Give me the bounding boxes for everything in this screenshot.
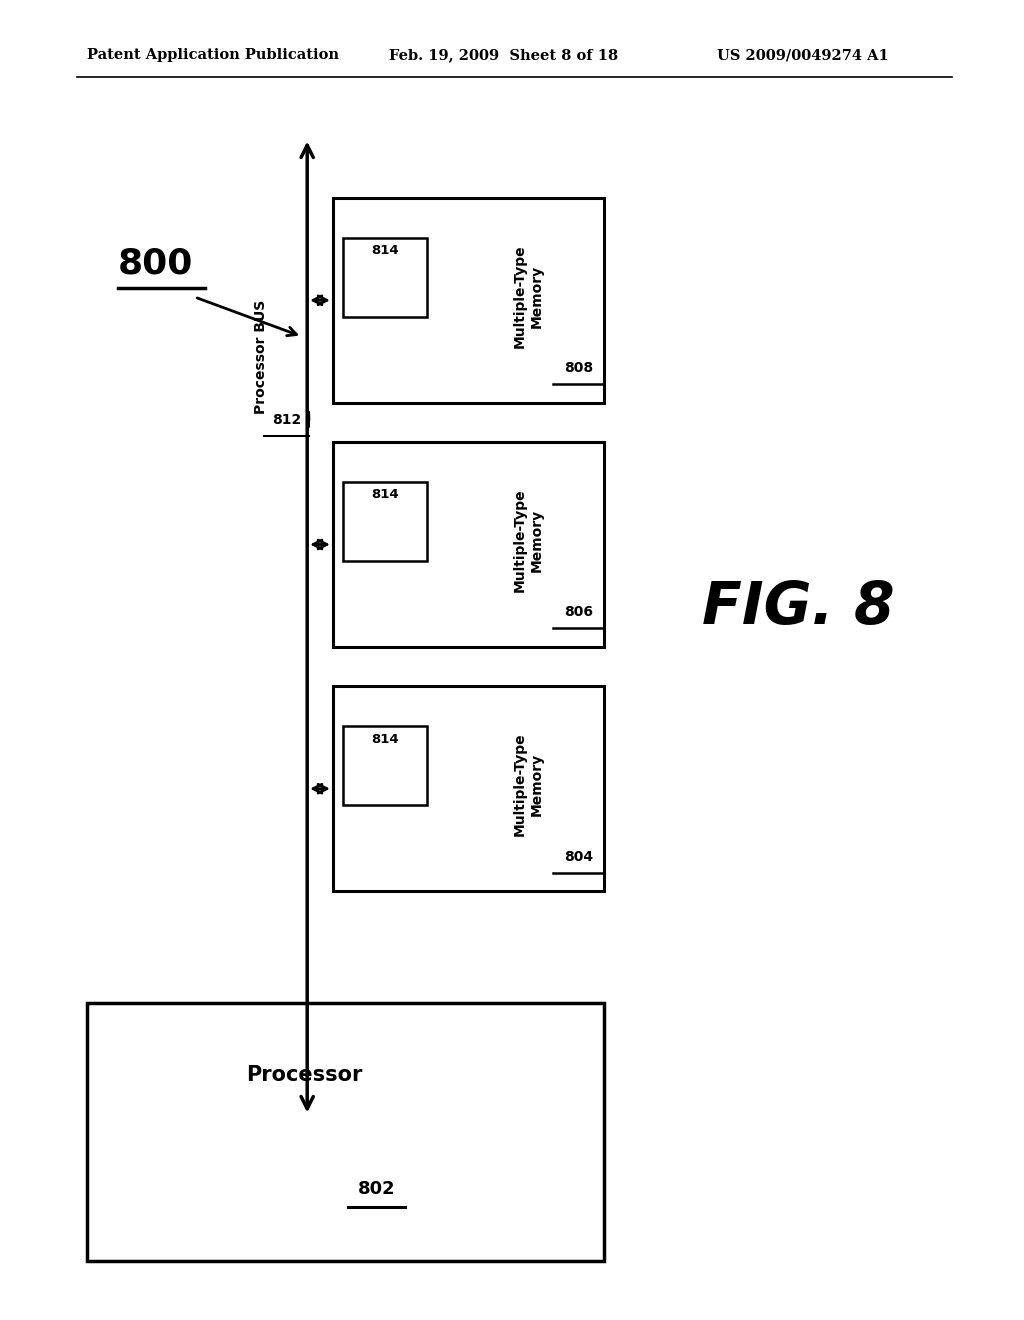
Bar	[87, 1003, 604, 1261]
Text: Patent Application Publication: Patent Application Publication	[87, 49, 339, 62]
Text: 804: 804	[564, 850, 593, 863]
Text: Multiple-Type
Memory: Multiple-Type Memory	[513, 244, 544, 348]
Bar	[343, 238, 427, 317]
Text: 802: 802	[357, 1180, 395, 1197]
Text: Feb. 19, 2009  Sheet 8 of 18: Feb. 19, 2009 Sheet 8 of 18	[389, 49, 618, 62]
Text: US 2009/0049274 A1: US 2009/0049274 A1	[717, 49, 889, 62]
Bar	[333, 442, 604, 647]
Text: Processor: Processor	[246, 1065, 362, 1085]
Text: 814: 814	[372, 488, 398, 502]
Text: 806: 806	[564, 606, 593, 619]
Text: Processor BUS: Processor BUS	[254, 300, 268, 413]
Text: Multiple-Type
Memory: Multiple-Type Memory	[513, 733, 544, 837]
Text: Multiple-Type
Memory: Multiple-Type Memory	[513, 488, 544, 593]
Text: 812: 812	[272, 413, 301, 426]
Text: 800: 800	[118, 247, 194, 281]
Bar	[343, 482, 427, 561]
Bar	[333, 686, 604, 891]
Text: FIG. 8: FIG. 8	[702, 578, 895, 636]
Text: 814: 814	[372, 244, 398, 257]
Text: 814: 814	[372, 733, 398, 746]
Bar	[343, 726, 427, 805]
Text: 808: 808	[564, 362, 593, 375]
Bar	[333, 198, 604, 403]
